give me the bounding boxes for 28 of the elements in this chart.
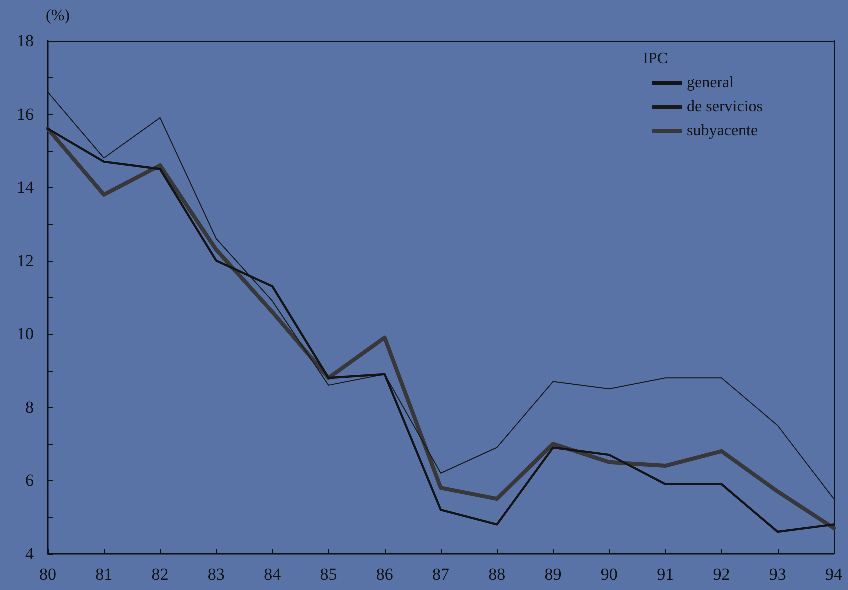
legend-label: general bbox=[687, 74, 735, 92]
y-tick-label: 12 bbox=[17, 251, 34, 270]
x-tick-label: 81 bbox=[96, 565, 113, 584]
x-tick-label: 85 bbox=[320, 565, 338, 584]
x-tick-label: 80 bbox=[40, 565, 56, 584]
y-axis-title: (%) bbox=[46, 8, 70, 24]
x-tick-label: 86 bbox=[376, 565, 394, 584]
legend-label: de servicios bbox=[687, 98, 764, 116]
x-tick-label: 82 bbox=[152, 565, 169, 584]
x-tick-label: 92 bbox=[713, 565, 730, 584]
x-tick-label: 83 bbox=[208, 565, 225, 584]
x-tick-label: 89 bbox=[544, 565, 562, 584]
x-tick-label: 84 bbox=[264, 565, 282, 584]
x-tick-label: 93 bbox=[769, 565, 786, 584]
y-tick-label: 4 bbox=[26, 544, 34, 564]
x-tick-label: 94 bbox=[826, 565, 843, 584]
y-tick-label: 14 bbox=[17, 178, 34, 198]
y-tick-label: 10 bbox=[17, 324, 34, 344]
y-tick-label: 8 bbox=[26, 398, 34, 417]
y-tick-label: 16 bbox=[17, 104, 34, 124]
x-tick-label: 88 bbox=[488, 565, 506, 584]
y-tick-label: 18 bbox=[17, 32, 34, 50]
legend-label: subyacente bbox=[687, 122, 758, 140]
y-tick-label: 6 bbox=[26, 471, 34, 490]
x-tick-label: 91 bbox=[657, 565, 674, 584]
x-tick-label: 87 bbox=[432, 565, 450, 584]
legend-title: IPC bbox=[643, 50, 668, 68]
x-tick-label: 90 bbox=[600, 565, 618, 584]
